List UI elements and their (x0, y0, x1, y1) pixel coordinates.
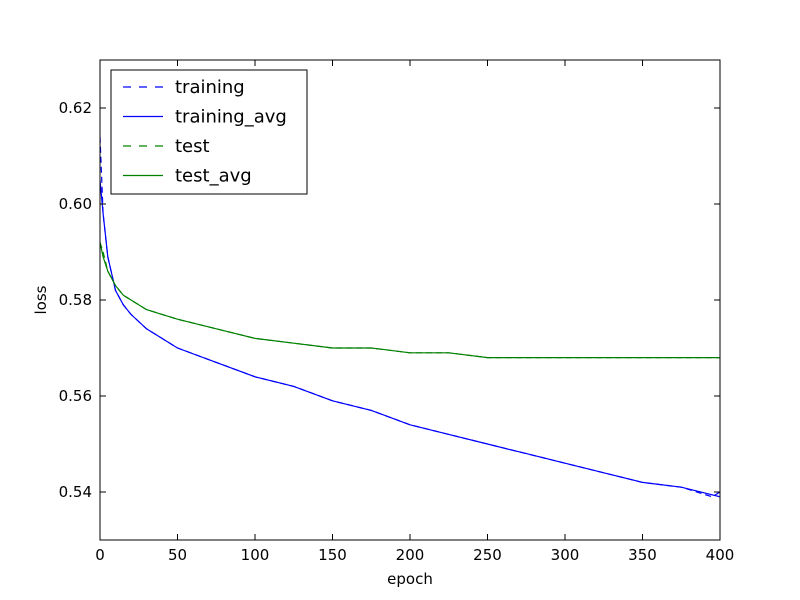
legend-box (110, 69, 308, 195)
y-tick-label: 0.58 (59, 291, 92, 309)
legend-label-training-avg: training_avg (175, 107, 287, 128)
x-tick-label: 400 (706, 546, 735, 564)
legend-label-test-avg: test_avg (175, 166, 252, 187)
y-axis-label: loss (32, 285, 50, 314)
x-tick-label: 250 (473, 546, 502, 564)
y-tick-label: 0.60 (59, 195, 92, 213)
ticks-layer: 0 50 100 150 200 250 300 350 400 0.54 0.56 0.58 0.60… (59, 60, 735, 564)
series-layer (100, 136, 720, 498)
y-tick-label: 0.54 (59, 483, 92, 501)
x-tick-label: 300 (551, 546, 580, 564)
x-axis-label: epoch (387, 570, 433, 588)
x-tick-label: 100 (241, 546, 270, 564)
y-tick-label: 0.62 (59, 99, 92, 117)
x-tick-label: 150 (318, 546, 347, 564)
x-tick-label: 350 (628, 546, 657, 564)
legend-label-test: test (175, 136, 210, 157)
series-line-test-avg (100, 242, 720, 359)
series-line-test (100, 242, 720, 359)
x-tick-label: 0 (95, 546, 105, 564)
series-line-training-avg (100, 179, 720, 498)
x-tick-label: 200 (396, 546, 425, 564)
y-tick-label: 0.56 (59, 387, 92, 405)
x-tick-label: 50 (168, 546, 187, 564)
legend-label-training: training (175, 77, 245, 98)
